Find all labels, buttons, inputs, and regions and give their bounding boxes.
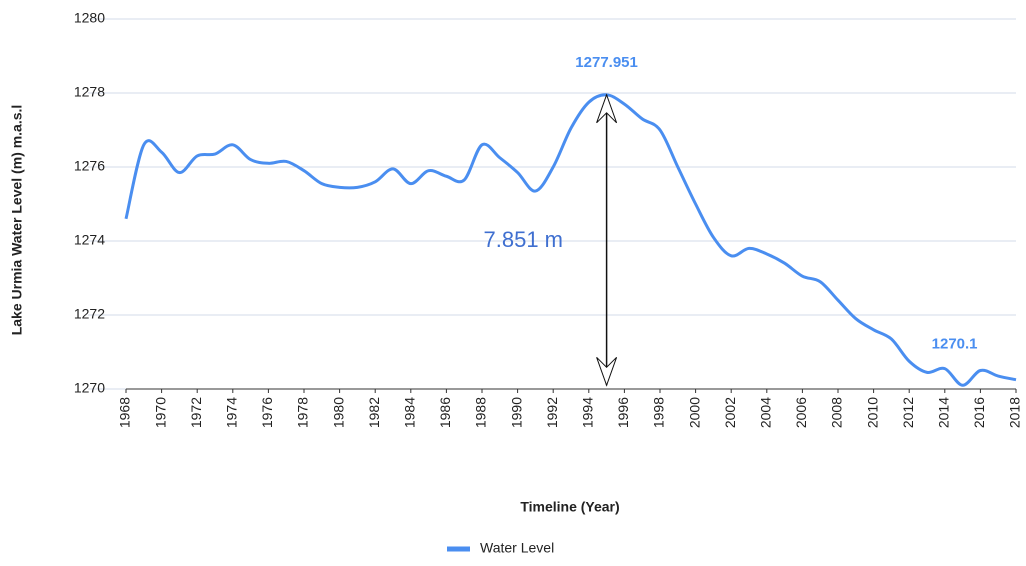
x-tick-label: 2006 — [793, 397, 809, 428]
y-tick-label: 1274 — [74, 232, 105, 248]
y-tick-label: 1272 — [74, 306, 105, 322]
x-tick-label: 1996 — [615, 397, 631, 428]
x-tick-label: 1970 — [152, 397, 168, 428]
y-tick-label: 1276 — [74, 158, 105, 174]
x-tick-label: 1968 — [117, 397, 133, 428]
x-tick-label: 2008 — [829, 397, 845, 428]
x-tick-label: 1994 — [580, 397, 596, 428]
arrow-head — [596, 93, 618, 124]
x-tick-label: 1990 — [508, 397, 524, 428]
x-tick-label: 2014 — [936, 397, 952, 428]
x-tick-label: 1988 — [473, 397, 489, 428]
legend-label: Water Level — [480, 540, 554, 556]
x-tick-label: 1972 — [188, 397, 204, 428]
line — [124, 93, 1017, 387]
y-tick-label: 1280 — [74, 10, 105, 26]
x-tick-label: 2004 — [758, 397, 774, 428]
y-tick-label: 1278 — [74, 84, 105, 100]
x-tick-label: 1998 — [651, 397, 667, 428]
x-tick-label: 1992 — [544, 397, 560, 428]
x-tick-label: 1978 — [295, 397, 311, 428]
x-tick-label: 1980 — [330, 397, 346, 428]
x-tick-label: 2016 — [971, 397, 987, 428]
x-tick-label: 1974 — [224, 397, 240, 428]
x-axis-title: Timeline (Year) — [520, 499, 619, 515]
y-axis-title: Lake Urmia Water Level (m) m.a.s.l — [9, 105, 25, 336]
y-tick-label: 1270 — [74, 380, 105, 396]
x-tick-label: 2018 — [1007, 397, 1023, 428]
x-tick-label: 2012 — [900, 397, 916, 428]
x-tick-label: 1982 — [366, 397, 382, 428]
x-tick-label: 1976 — [259, 397, 275, 428]
x-tick-label: 1984 — [402, 397, 418, 428]
annotation: 1270.1 — [932, 335, 978, 352]
x-tick-label: 2010 — [864, 397, 880, 428]
arrow-head — [596, 356, 618, 387]
x-tick-label: 1986 — [437, 397, 453, 428]
annotation: 7.851 m — [484, 227, 564, 252]
annotation: 1277.951 — [575, 54, 638, 71]
x-tick-label: 2000 — [686, 397, 702, 428]
x-tick-label: 2002 — [722, 397, 738, 428]
